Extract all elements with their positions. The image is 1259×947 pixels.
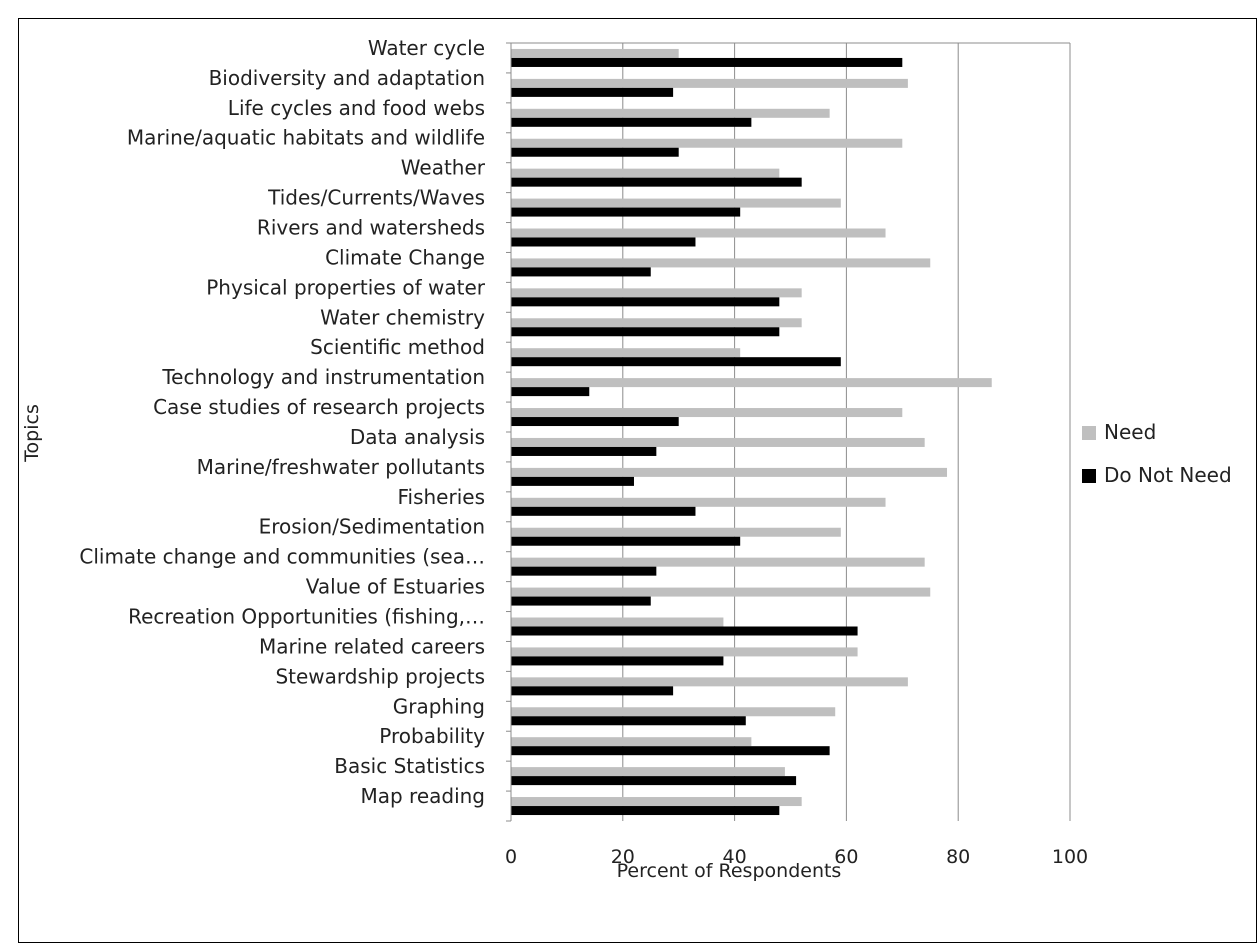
category-label: Case studies of research projects	[153, 395, 485, 419]
bar-need	[511, 378, 992, 388]
bar-do-not-need	[511, 716, 746, 726]
axes	[506, 42, 512, 822]
category-label: Fisheries	[397, 485, 485, 509]
y-axis-title: Topics	[21, 404, 43, 463]
bar-do-not-need	[511, 357, 841, 367]
bar-do-not-need	[511, 147, 679, 157]
category-label: Marine related careers	[259, 634, 485, 658]
category-label: Scientific method	[310, 335, 485, 359]
bar-do-not-need	[511, 237, 696, 247]
x-tick-label: 60	[834, 846, 858, 868]
bar-need	[511, 707, 836, 717]
category-label: Water chemistry	[320, 305, 485, 329]
bar-need	[511, 228, 886, 238]
bar-need	[511, 198, 841, 208]
bar-need	[511, 737, 752, 747]
category-label: Recreation Opportunities (fishing,…	[128, 605, 485, 629]
bar-do-not-need	[511, 417, 679, 427]
bar-do-not-need	[511, 626, 858, 636]
category-label: Climate change and communities (sea…	[79, 545, 485, 569]
chart-frame: Water cycle Biodiversity and adaptation Li…	[18, 18, 1257, 943]
category-label: Erosion/Sedimentation	[259, 515, 485, 539]
category-label: Rivers and watersheds	[257, 216, 485, 240]
bar-do-not-need	[511, 686, 674, 696]
bar-need	[511, 557, 925, 567]
bar-do-not-need	[511, 267, 651, 277]
bar-do-not-need	[511, 207, 741, 217]
bar-need	[511, 258, 931, 268]
x-axis-title: Percent of Respondents	[617, 860, 842, 882]
bar-need	[511, 797, 802, 807]
bar-need	[511, 48, 679, 58]
bar-need	[511, 168, 780, 178]
bar-do-not-need	[511, 57, 903, 67]
legend-swatch	[1082, 426, 1096, 440]
category-label: Map reading	[360, 784, 485, 808]
bar-chart: Water cycle Biodiversity and adaptation Li…	[21, 36, 1232, 882]
category-label: Biodiversity and adaptation	[209, 66, 485, 90]
category-label: Water cycle	[368, 36, 485, 60]
bar-need	[511, 527, 841, 537]
category-label: Marine/freshwater pollutants	[197, 455, 485, 479]
category-label: Graphing	[393, 694, 485, 718]
bar-need	[511, 348, 741, 358]
bar-do-not-need	[511, 87, 674, 97]
bar-do-not-need	[511, 327, 780, 337]
bar-need	[511, 408, 903, 418]
bar-need	[511, 138, 903, 148]
x-tick-label: 80	[946, 846, 970, 868]
x-tick-label: 20	[611, 846, 635, 868]
bar-do-not-need	[511, 177, 802, 187]
bar-need	[511, 497, 886, 507]
bar-do-not-need	[511, 566, 657, 576]
bar-do-not-need	[511, 596, 651, 606]
category-label: Weather	[401, 156, 486, 180]
category-label: Tides/Currents/Waves	[267, 186, 485, 210]
category-label: Life cycles and food webs	[228, 96, 485, 120]
bar-need	[511, 108, 830, 118]
bar-do-not-need	[511, 446, 657, 456]
category-label: Value of Estuaries	[306, 575, 485, 599]
bar-do-not-need	[511, 117, 752, 127]
bar-do-not-need	[511, 776, 797, 786]
bar-need	[511, 677, 908, 687]
category-labels: Water cycle Biodiversity and adaptation Li…	[79, 36, 485, 808]
category-label: Stewardship projects	[275, 664, 485, 688]
x-tick-label: 40	[723, 846, 747, 868]
bar-need	[511, 78, 908, 88]
legend-label: Do Not Need	[1104, 463, 1232, 487]
bar-need	[511, 467, 948, 477]
category-label: Marine/aquatic habitats and wildlife	[127, 126, 485, 150]
legend: Need Do Not Need	[1082, 420, 1232, 487]
x-tick-label: 100	[1052, 846, 1088, 868]
bar-need	[511, 617, 724, 627]
bars	[511, 48, 992, 816]
bar-do-not-need	[511, 506, 696, 516]
category-label: Technology and instrumentation	[161, 365, 485, 389]
legend-label: Need	[1104, 420, 1156, 444]
gridlines	[511, 42, 1071, 821]
bar-need	[511, 647, 858, 657]
legend-swatch	[1082, 469, 1096, 483]
bar-need	[511, 587, 931, 597]
bar-do-not-need	[511, 387, 590, 397]
category-label: Climate Change	[325, 245, 485, 269]
bar-need	[511, 318, 802, 328]
bar-need	[511, 437, 925, 447]
x-tick-label: 0	[505, 846, 517, 868]
bar-do-not-need	[511, 806, 780, 816]
bar-need	[511, 288, 802, 298]
bar-do-not-need	[511, 656, 724, 666]
bar-do-not-need	[511, 297, 780, 307]
tick-labels: 0 20 40 60 80 100	[505, 846, 1088, 868]
category-label: Probability	[379, 724, 485, 748]
bar-do-not-need	[511, 536, 741, 546]
category-label: Physical properties of water	[206, 275, 486, 299]
bar-do-not-need	[511, 476, 634, 486]
category-label: Data analysis	[350, 425, 485, 449]
bar-do-not-need	[511, 746, 830, 756]
category-label: Basic Statistics	[334, 754, 485, 778]
bar-need	[511, 767, 785, 777]
